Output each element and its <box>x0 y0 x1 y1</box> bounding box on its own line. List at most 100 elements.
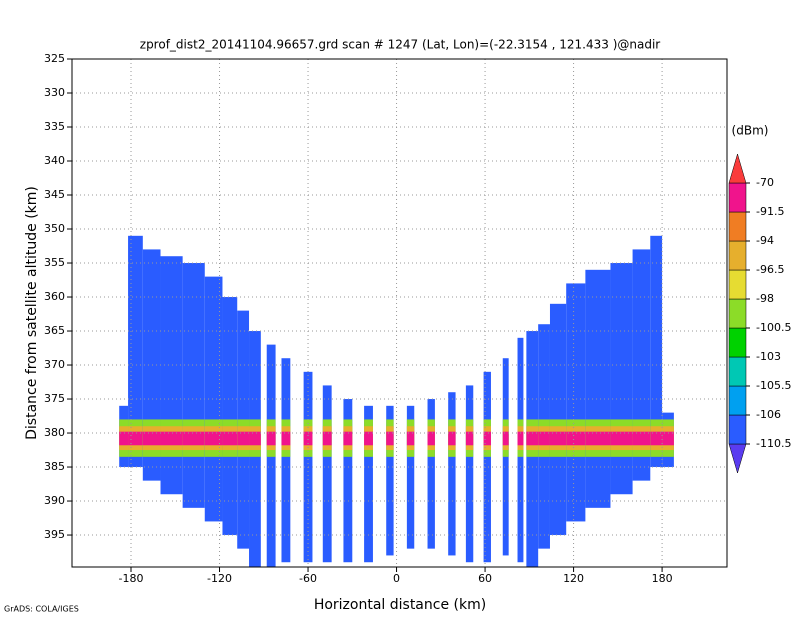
surface-band <box>249 431 261 446</box>
colorbar-segment <box>728 443 747 474</box>
colorbar-segment <box>728 269 747 300</box>
colorbar-label: -110.5 <box>756 437 791 450</box>
cell-column <box>585 269 611 508</box>
footer: GrADS: COLA/IGES <box>4 605 79 614</box>
y-tick-label: 345 <box>44 188 65 201</box>
surface-band <box>222 431 238 446</box>
colorbar-segment <box>728 385 747 416</box>
cell-column <box>281 358 291 563</box>
y-tick-label: 385 <box>44 460 65 473</box>
x-tick-label: 180 <box>652 572 673 585</box>
surface-band <box>322 431 332 446</box>
colorbar-label: -98 <box>756 292 774 305</box>
colorbar-label: -96.5 <box>756 263 784 276</box>
surface-band <box>502 431 509 446</box>
cell-column <box>322 385 332 563</box>
y-tick-label: 325 <box>44 52 65 65</box>
surface-band <box>517 431 524 446</box>
surface-band <box>343 431 353 446</box>
colorbar-segment <box>728 327 747 358</box>
surface-band <box>266 431 276 446</box>
x-tick-label: -180 <box>119 572 144 585</box>
colorbar-segment <box>728 240 747 271</box>
surface-band <box>281 431 291 446</box>
cell-column <box>204 276 223 522</box>
surface-band <box>427 431 435 446</box>
surface-band <box>142 431 161 446</box>
y-tick-label: 355 <box>44 256 65 269</box>
surface-band <box>538 431 550 446</box>
x-tick-label: -120 <box>207 572 232 585</box>
surface-band <box>585 431 611 446</box>
cell-column <box>465 385 474 563</box>
surface-band <box>662 431 674 446</box>
surface-band <box>237 431 250 446</box>
y-tick-label: 350 <box>44 222 65 235</box>
surface-band <box>448 431 456 446</box>
surface-band <box>566 431 586 446</box>
y-tick-label: 380 <box>44 426 65 439</box>
cell-column <box>448 392 456 556</box>
surface-band <box>128 431 143 446</box>
colorbar-label: (dBm) <box>732 124 769 138</box>
cell-column <box>128 235 143 468</box>
colorbar-label: -103 <box>756 350 781 363</box>
surface-band <box>650 431 663 446</box>
x-axis-label: Horizontal distance (km) <box>314 597 486 613</box>
surface-band <box>406 431 415 446</box>
colorbar-segment <box>728 153 747 184</box>
colorbar-label: -106 <box>756 408 781 421</box>
plot-frame <box>71 58 728 568</box>
colorbar-label: -100.5 <box>756 321 791 334</box>
surface-band <box>632 431 651 446</box>
x-tick-label: 60 <box>478 572 492 585</box>
y-tick-label: 340 <box>44 154 65 167</box>
cell-column <box>427 399 435 549</box>
cell-column <box>650 235 663 468</box>
cell-column <box>406 405 415 549</box>
x-tick-label: -60 <box>299 572 317 585</box>
y-tick-label: 375 <box>44 392 65 405</box>
surface-band <box>364 431 373 446</box>
surface-band <box>483 431 491 446</box>
surface-band <box>549 431 567 446</box>
cell-column <box>364 405 373 563</box>
x-tick-label: 0 <box>393 572 400 585</box>
colorbar-segment <box>728 414 747 445</box>
surface-band <box>182 431 205 446</box>
y-tick-label: 365 <box>44 324 65 337</box>
colorbar-label: -94 <box>756 234 774 247</box>
surface-band <box>303 431 313 446</box>
colorbar-label: -91.5 <box>756 205 784 218</box>
surface-band <box>204 431 223 446</box>
colorbar-segment <box>728 182 747 213</box>
colorbar-segment <box>728 356 747 387</box>
cell-column <box>566 283 586 522</box>
y-tick-label: 390 <box>44 494 65 507</box>
y-tick-label: 360 <box>44 290 65 303</box>
y-axis-label: Distance from satellite altitude (km) <box>24 186 40 440</box>
cell-column <box>343 399 353 563</box>
cell-column <box>386 405 394 556</box>
chart-title: zprof_dist2_20141104.96657.grd scan # 12… <box>140 38 661 52</box>
y-tick-label: 330 <box>44 86 65 99</box>
x-tick-label: 120 <box>563 572 584 585</box>
surface-band <box>610 431 633 446</box>
colorbar-segment <box>728 298 747 329</box>
y-tick-label: 370 <box>44 358 65 371</box>
cell-column <box>222 297 238 536</box>
surface-band <box>119 431 129 446</box>
cell-column <box>182 263 205 508</box>
surface-band <box>386 431 394 446</box>
y-tick-label: 335 <box>44 120 65 133</box>
surface-band <box>465 431 474 446</box>
colorbar-segment <box>728 211 747 242</box>
cell-column <box>160 256 183 495</box>
y-tick-label: 395 <box>44 528 65 541</box>
cell-column <box>483 371 491 563</box>
cell-column <box>610 263 633 495</box>
colorbar-label: -70 <box>756 176 774 189</box>
surface-band <box>160 431 183 446</box>
surface-band <box>526 431 539 446</box>
